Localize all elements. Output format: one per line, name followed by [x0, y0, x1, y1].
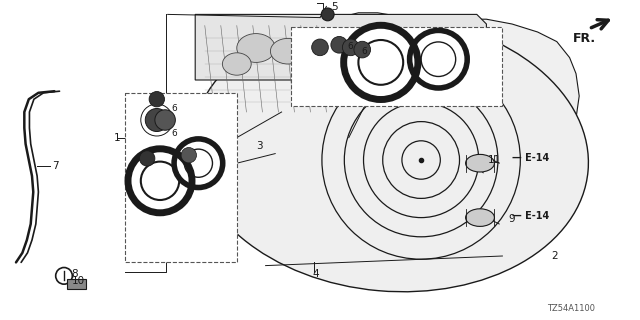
- Text: 1: 1: [114, 132, 120, 143]
- Text: FR.: FR.: [573, 32, 596, 45]
- Circle shape: [354, 41, 371, 58]
- Text: 3: 3: [256, 140, 262, 151]
- Circle shape: [342, 39, 359, 56]
- Text: TZ54A1100: TZ54A1100: [547, 304, 595, 313]
- Circle shape: [321, 8, 334, 21]
- Text: 5: 5: [332, 2, 338, 12]
- Ellipse shape: [193, 15, 588, 292]
- Text: 7: 7: [52, 161, 59, 172]
- Polygon shape: [195, 14, 486, 80]
- Ellipse shape: [466, 209, 495, 227]
- Text: — E-14: — E-14: [512, 211, 549, 221]
- Circle shape: [145, 108, 168, 132]
- Circle shape: [331, 36, 348, 53]
- Polygon shape: [192, 13, 579, 280]
- Circle shape: [140, 151, 155, 166]
- Text: 6: 6: [347, 42, 353, 51]
- Text: 8: 8: [72, 268, 78, 279]
- Ellipse shape: [314, 35, 339, 54]
- Circle shape: [155, 110, 175, 130]
- Bar: [125, 93, 237, 262]
- Ellipse shape: [223, 53, 252, 75]
- Text: 4: 4: [312, 268, 319, 279]
- Text: — E-14: — E-14: [512, 153, 549, 164]
- Bar: [291, 27, 502, 106]
- Circle shape: [312, 39, 328, 56]
- Circle shape: [181, 148, 196, 163]
- Text: 11: 11: [488, 155, 501, 165]
- Text: 6: 6: [172, 104, 177, 113]
- Bar: [67, 279, 86, 289]
- Text: 6: 6: [172, 129, 177, 138]
- Circle shape: [149, 92, 164, 107]
- Ellipse shape: [270, 38, 306, 64]
- Text: 6: 6: [362, 47, 367, 56]
- Text: 10: 10: [72, 276, 85, 286]
- Text: 2: 2: [552, 251, 558, 261]
- Text: 9: 9: [509, 214, 515, 224]
- Ellipse shape: [466, 154, 495, 172]
- Ellipse shape: [237, 34, 275, 62]
